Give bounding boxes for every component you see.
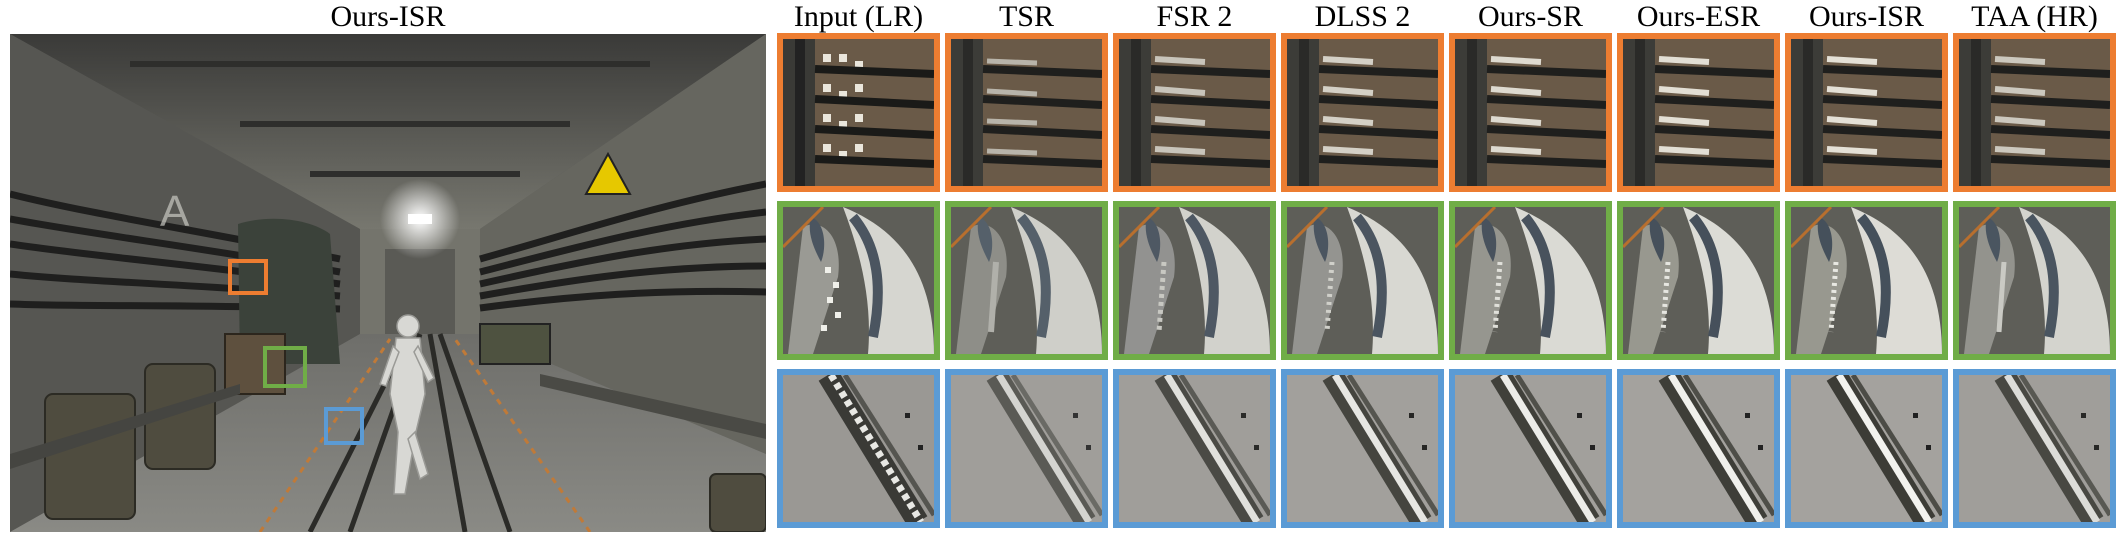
crop-cable-rack-dlss2 xyxy=(1281,33,1444,192)
crop-rail-track-taa-hr xyxy=(1953,369,2116,528)
crop-character-legs-taa-hr xyxy=(1953,201,2116,360)
crop-rail-track-dlss2 xyxy=(1281,369,1444,528)
main-image-title: Ours-ISR xyxy=(330,0,446,33)
column-title-taa-hr: TAA (HR) xyxy=(1971,0,2098,33)
orange-region-marker xyxy=(228,259,268,295)
column-title-ours-sr: Ours-SR xyxy=(1477,0,1583,33)
column-title-dlss2: DLSS 2 xyxy=(1314,0,1411,33)
crop-rail-track-ours-isr xyxy=(1785,369,1948,528)
svg-text:A: A xyxy=(160,187,190,236)
green-region-marker xyxy=(263,346,307,388)
main-scene-image: A xyxy=(10,34,766,532)
crop-character-legs-input-lr xyxy=(777,201,940,360)
column-title-tsr: TSR xyxy=(998,0,1055,33)
crop-cable-rack-tsr xyxy=(945,33,1108,192)
crop-rail-track-ours-esr xyxy=(1617,369,1780,528)
crop-character-legs-ours-sr xyxy=(1449,201,1612,360)
blue-region-marker xyxy=(324,407,364,445)
crop-rail-track-tsr xyxy=(945,369,1108,528)
crop-character-legs-tsr xyxy=(945,201,1108,360)
crop-cable-rack-ours-sr xyxy=(1449,33,1612,192)
crop-character-legs-fsr2 xyxy=(1113,201,1276,360)
column-title-ours-isr: Ours-ISR xyxy=(1808,0,1924,33)
crop-cable-rack-fsr2 xyxy=(1113,33,1276,192)
column-title-ours-esr: Ours-ESR xyxy=(1636,0,1761,33)
crop-cable-rack-taa-hr xyxy=(1953,33,2116,192)
crop-rail-track-fsr2 xyxy=(1113,369,1276,528)
crop-rail-track-input-lr xyxy=(777,369,940,528)
column-title-input-lr: Input (LR) xyxy=(793,0,924,33)
crop-character-legs-ours-isr xyxy=(1785,201,1948,360)
crop-cable-rack-input-lr xyxy=(777,33,940,192)
crop-cable-rack-ours-esr xyxy=(1617,33,1780,192)
crop-character-legs-ours-esr xyxy=(1617,201,1780,360)
column-title-fsr2: FSR 2 xyxy=(1156,0,1233,33)
crop-character-legs-dlss2 xyxy=(1281,201,1444,360)
crop-cable-rack-ours-isr xyxy=(1785,33,1948,192)
crop-rail-track-ours-sr xyxy=(1449,369,1612,528)
